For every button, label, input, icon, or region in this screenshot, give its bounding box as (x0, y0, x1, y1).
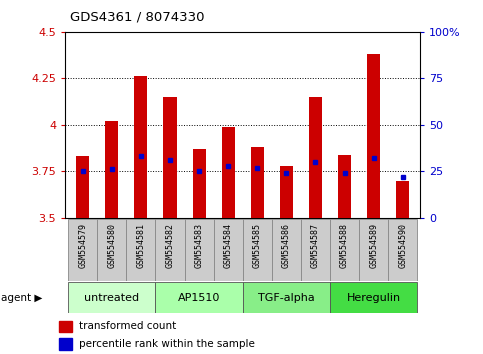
FancyBboxPatch shape (330, 282, 417, 313)
Bar (338, 155, 351, 218)
Bar (105, 121, 118, 218)
Bar (59, 338, 72, 350)
FancyBboxPatch shape (359, 219, 388, 281)
FancyBboxPatch shape (68, 282, 156, 313)
Text: TGF-alpha: TGF-alpha (258, 293, 315, 303)
Text: AP1510: AP1510 (178, 293, 220, 303)
FancyBboxPatch shape (156, 282, 243, 313)
FancyBboxPatch shape (127, 219, 156, 281)
Text: agent ▶: agent ▶ (1, 293, 43, 303)
Bar (163, 97, 176, 218)
Text: GSM554580: GSM554580 (107, 223, 116, 268)
Text: percentile rank within the sample: percentile rank within the sample (79, 339, 255, 349)
Text: GSM554581: GSM554581 (136, 223, 145, 268)
Bar (134, 76, 147, 218)
Text: GSM554585: GSM554585 (253, 223, 262, 268)
Text: GSM554587: GSM554587 (311, 223, 320, 268)
Bar (280, 166, 293, 218)
Bar (251, 147, 264, 218)
Bar (193, 149, 206, 218)
Text: GSM554582: GSM554582 (166, 223, 174, 268)
Text: GSM554584: GSM554584 (224, 223, 233, 268)
FancyBboxPatch shape (156, 219, 185, 281)
FancyBboxPatch shape (301, 219, 330, 281)
Text: GSM554586: GSM554586 (282, 223, 291, 268)
FancyBboxPatch shape (388, 219, 417, 281)
Text: Heregulin: Heregulin (347, 293, 401, 303)
Text: GSM554588: GSM554588 (340, 223, 349, 268)
FancyBboxPatch shape (243, 282, 330, 313)
Text: GSM554579: GSM554579 (78, 223, 87, 268)
Text: GDS4361 / 8074330: GDS4361 / 8074330 (70, 11, 204, 24)
FancyBboxPatch shape (213, 219, 243, 281)
Text: GSM554583: GSM554583 (195, 223, 203, 268)
Text: GSM554589: GSM554589 (369, 223, 378, 268)
Bar (76, 156, 89, 218)
Bar (222, 127, 235, 218)
FancyBboxPatch shape (272, 219, 301, 281)
FancyBboxPatch shape (330, 219, 359, 281)
Bar (367, 54, 380, 218)
Text: untreated: untreated (84, 293, 139, 303)
FancyBboxPatch shape (68, 219, 97, 281)
Text: GSM554590: GSM554590 (398, 223, 407, 268)
FancyBboxPatch shape (185, 219, 213, 281)
Bar (59, 321, 72, 332)
FancyBboxPatch shape (97, 219, 127, 281)
Bar (396, 181, 409, 218)
Bar (309, 97, 322, 218)
FancyBboxPatch shape (243, 219, 272, 281)
Text: transformed count: transformed count (79, 321, 176, 331)
